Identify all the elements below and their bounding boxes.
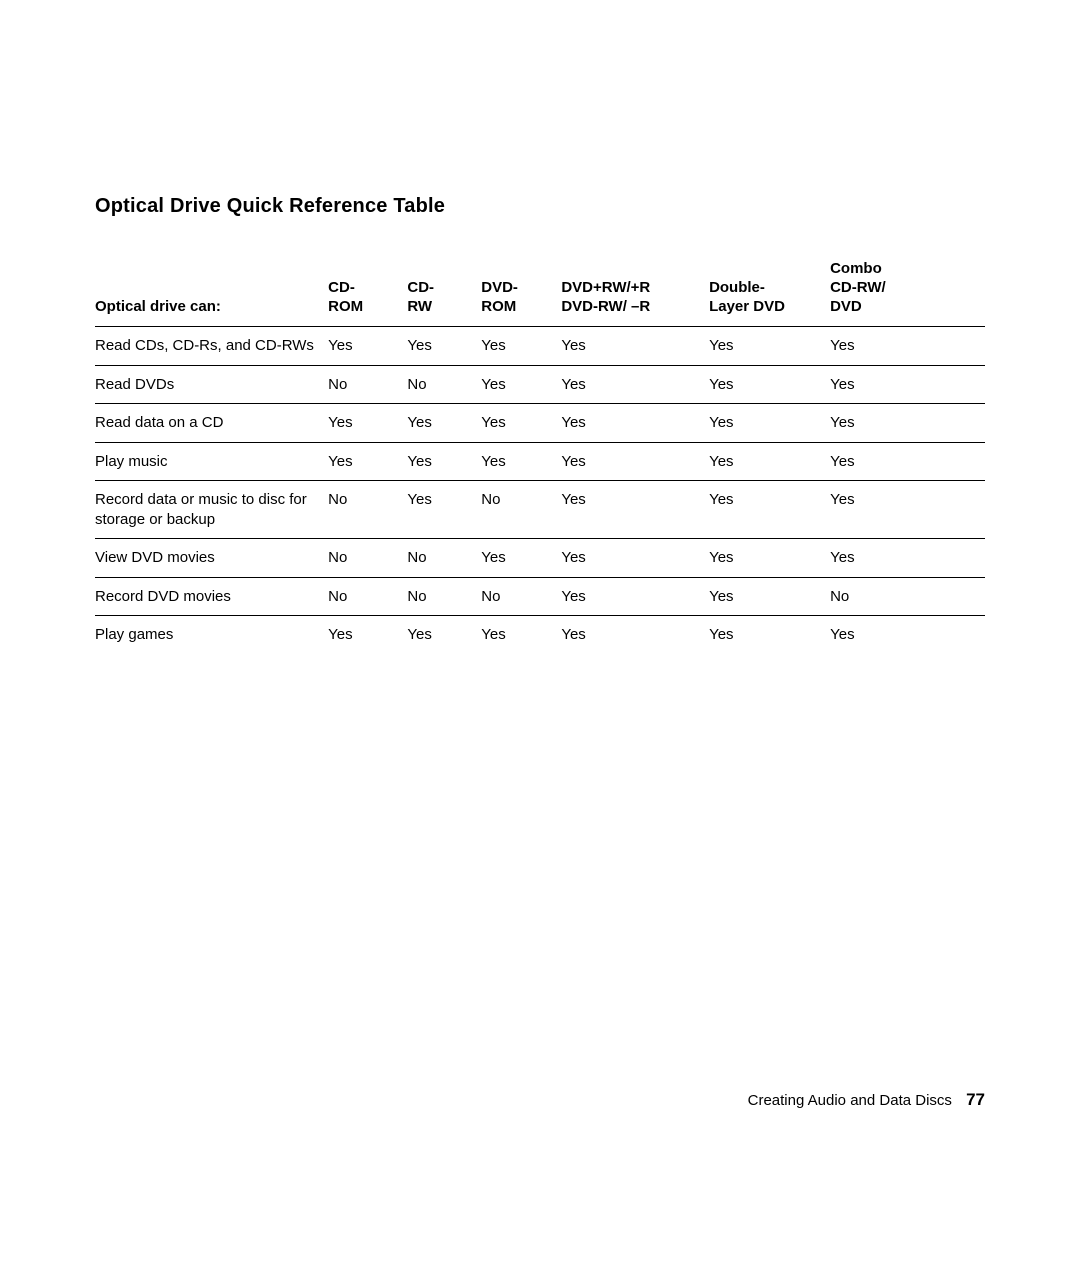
table-cell: Record data or music to disc for storage… bbox=[95, 481, 328, 539]
table-cell: No bbox=[407, 365, 481, 404]
table-row: Play gamesYesYesYesYesYesYes bbox=[95, 616, 985, 654]
table-cell: Yes bbox=[830, 481, 985, 539]
table-cell: Yes bbox=[830, 404, 985, 443]
table-cell: Yes bbox=[830, 539, 985, 578]
reference-table: Optical drive can: CD-ROM CD-RW DVD-ROM … bbox=[95, 260, 985, 654]
table-cell: Yes bbox=[407, 616, 481, 654]
table-cell: Yes bbox=[561, 404, 709, 443]
table-cell: Yes bbox=[407, 327, 481, 366]
table-cell: Yes bbox=[481, 365, 561, 404]
document-page: Optical Drive Quick Reference Table Opti… bbox=[0, 0, 1080, 1270]
footer-section-title: Creating Audio and Data Discs bbox=[748, 1092, 952, 1109]
table-cell: Yes bbox=[481, 442, 561, 481]
table-cell: No bbox=[328, 481, 407, 539]
table-cell: Yes bbox=[561, 327, 709, 366]
table-cell: Yes bbox=[709, 539, 830, 578]
table-cell: Yes bbox=[561, 539, 709, 578]
table-cell: Read data on a CD bbox=[95, 404, 328, 443]
table-cell: Read DVDs bbox=[95, 365, 328, 404]
table-cell: Yes bbox=[407, 442, 481, 481]
table-cell: Yes bbox=[830, 327, 985, 366]
table-cell: Yes bbox=[830, 365, 985, 404]
table-row: View DVD moviesNoNoYesYesYesYes bbox=[95, 539, 985, 578]
table-cell: No bbox=[407, 577, 481, 616]
table-cell: Read CDs, CD-Rs, and CD-RWs bbox=[95, 327, 328, 366]
table-row: Record data or music to disc for storage… bbox=[95, 481, 985, 539]
table-row: Read CDs, CD-Rs, and CD-RWsYesYesYesYesY… bbox=[95, 327, 985, 366]
table-cell: Play games bbox=[95, 616, 328, 654]
table-cell: No bbox=[328, 539, 407, 578]
footer-page-number: 77 bbox=[966, 1090, 985, 1109]
table-cell: Yes bbox=[407, 481, 481, 539]
table-cell: No bbox=[328, 577, 407, 616]
table-cell: Yes bbox=[561, 481, 709, 539]
column-header: CD-RW bbox=[407, 260, 481, 327]
table-cell: Yes bbox=[830, 616, 985, 654]
table-cell: Yes bbox=[709, 616, 830, 654]
table-cell: Yes bbox=[328, 442, 407, 481]
table-row: Play musicYesYesYesYesYesYes bbox=[95, 442, 985, 481]
table-cell: Yes bbox=[709, 577, 830, 616]
table-cell: Record DVD movies bbox=[95, 577, 328, 616]
column-header: ComboCD-RW/DVD bbox=[830, 260, 985, 327]
table-cell: Yes bbox=[481, 327, 561, 366]
column-header: DVD+RW/+RDVD-RW/ –R bbox=[561, 260, 709, 327]
table-cell: Yes bbox=[561, 442, 709, 481]
page-footer: Creating Audio and Data Discs 77 bbox=[748, 1090, 985, 1110]
table-cell: Yes bbox=[709, 404, 830, 443]
table-cell: No bbox=[830, 577, 985, 616]
page-title: Optical Drive Quick Reference Table bbox=[95, 195, 985, 218]
table-cell: Yes bbox=[709, 365, 830, 404]
table-cell: Yes bbox=[328, 616, 407, 654]
table-cell: Yes bbox=[328, 327, 407, 366]
column-header: CD-ROM bbox=[328, 260, 407, 327]
table-cell: No bbox=[407, 539, 481, 578]
table-cell: Yes bbox=[709, 442, 830, 481]
table-cell: No bbox=[328, 365, 407, 404]
table-cell: Yes bbox=[328, 404, 407, 443]
table-cell: Yes bbox=[407, 404, 481, 443]
table-cell: Yes bbox=[709, 481, 830, 539]
table-row: Read DVDsNoNoYesYesYesYes bbox=[95, 365, 985, 404]
table-cell: View DVD movies bbox=[95, 539, 328, 578]
table-cell: Yes bbox=[561, 365, 709, 404]
table-cell: Play music bbox=[95, 442, 328, 481]
table-cell: Yes bbox=[830, 442, 985, 481]
table-cell: No bbox=[481, 577, 561, 616]
column-header: DVD-ROM bbox=[481, 260, 561, 327]
table-cell: Yes bbox=[481, 616, 561, 654]
table-cell: Yes bbox=[709, 327, 830, 366]
table-body: Read CDs, CD-Rs, and CD-RWsYesYesYesYesY… bbox=[95, 327, 985, 654]
table-row: Record DVD moviesNoNoNoYesYesNo bbox=[95, 577, 985, 616]
table-cell: No bbox=[481, 481, 561, 539]
column-header: Optical drive can: bbox=[95, 260, 328, 327]
table-header-row: Optical drive can: CD-ROM CD-RW DVD-ROM … bbox=[95, 260, 985, 327]
table-row: Read data on a CDYesYesYesYesYesYes bbox=[95, 404, 985, 443]
table-cell: Yes bbox=[561, 577, 709, 616]
table-cell: Yes bbox=[561, 616, 709, 654]
table-cell: Yes bbox=[481, 539, 561, 578]
table-cell: Yes bbox=[481, 404, 561, 443]
column-header: Double-Layer DVD bbox=[709, 260, 830, 327]
